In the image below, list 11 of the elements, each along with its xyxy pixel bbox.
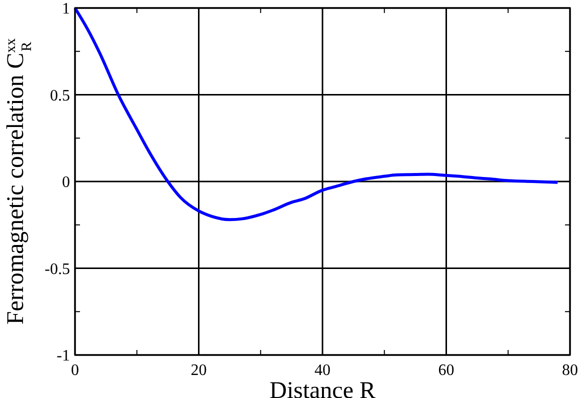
y-tick-label: 1 [62,0,70,18]
x-axis-title: Distance R [270,378,376,398]
x-tick-label: 60 [438,362,454,379]
y-tick-label: 0.5 [50,87,70,104]
x-tick-label: 80 [562,362,578,379]
x-tick-label: 20 [190,362,207,379]
line-series [74,6,560,222]
y-tick-label: -1 [56,348,70,365]
x-tick-label: 40 [314,362,330,379]
y-tick-label: -0.5 [44,260,70,278]
y-tick-label: 0 [62,174,70,192]
